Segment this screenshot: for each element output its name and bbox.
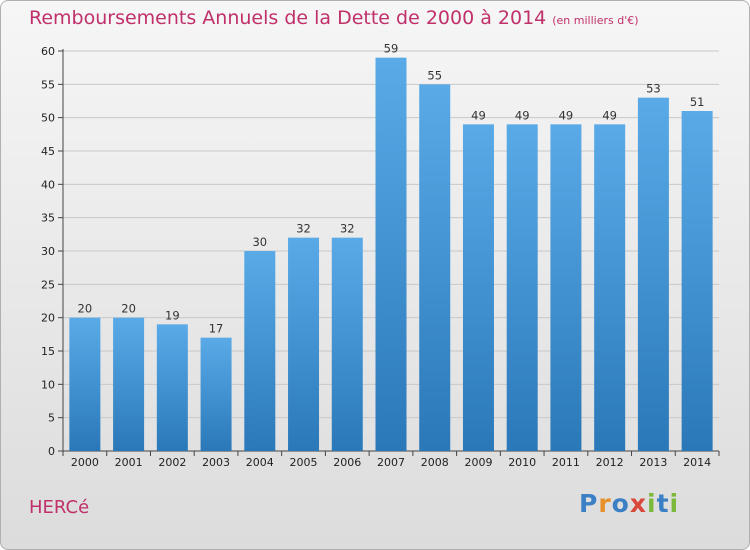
y-tick-label-20: 20 — [41, 312, 55, 325]
data-label-2003: 17 — [209, 322, 224, 336]
x-tick-label-2013: 2013 — [639, 456, 667, 469]
x-tick-label-2001: 2001 — [115, 456, 143, 469]
y-tick-label-50: 50 — [41, 112, 55, 125]
bar-2000 — [69, 317, 101, 451]
logo-letter-2: o — [611, 489, 630, 518]
commune-name: HERCé — [29, 497, 90, 518]
data-label-2004: 30 — [252, 235, 267, 249]
x-tick-label-2012: 2012 — [596, 456, 624, 469]
data-label-2012: 49 — [602, 108, 617, 122]
y-tick-label-30: 30 — [41, 245, 55, 258]
x-tick-label-2011: 2011 — [552, 456, 580, 469]
axes: 0 5 10 15 20 25 30 35 40 45 50 55 60 2000 2001 2002 2003… — [41, 45, 720, 469]
x-tick-label-2008: 2008 — [421, 456, 449, 469]
bar-2010 — [506, 124, 538, 451]
title-text: Remboursements Annuels de la Dette de 20… — [29, 7, 547, 29]
data-label-2009: 49 — [471, 108, 486, 122]
logo-letter-4: i — [647, 489, 657, 518]
bar-2008 — [419, 84, 451, 451]
x-tick-label-2014: 2014 — [683, 456, 711, 469]
x-tick-label-2010: 2010 — [508, 456, 536, 469]
bars — [69, 57, 713, 452]
bar-2004 — [244, 251, 276, 451]
data-label-2014: 51 — [690, 95, 705, 109]
y-tick-label-10: 10 — [41, 378, 55, 391]
y-tick-label-0: 0 — [48, 445, 55, 458]
y-tick-label-55: 55 — [41, 78, 55, 91]
data-label-2008: 55 — [427, 68, 442, 82]
logo-letter-5: t — [656, 489, 670, 518]
bar-2006 — [331, 237, 363, 451]
x-tick-label-2007: 2007 — [377, 456, 405, 469]
data-label-2006: 32 — [340, 222, 355, 236]
x-tick-label-2009: 2009 — [464, 456, 492, 469]
x-tick-label-2003: 2003 — [202, 456, 230, 469]
x-tick-label-2004: 2004 — [246, 456, 274, 469]
data-label-2000: 20 — [78, 302, 93, 316]
proxiti-logo: Proxiti — [579, 489, 679, 518]
bar-2012 — [594, 124, 626, 451]
bar-2001 — [113, 317, 145, 451]
logo-letter-1: r — [598, 489, 612, 518]
title-unit: (en milliers d'€) — [552, 14, 639, 27]
x-tick-label-2002: 2002 — [158, 456, 186, 469]
logo-letter-6: i — [669, 489, 680, 518]
y-tick-label-15: 15 — [41, 345, 55, 358]
x-tick-label-2000: 2000 — [71, 456, 99, 469]
y-tick-label-35: 35 — [41, 212, 55, 225]
data-label-2010: 49 — [515, 108, 530, 122]
data-label-2013: 53 — [646, 82, 661, 96]
y-tick-label-40: 40 — [41, 178, 55, 191]
data-label-2002: 19 — [165, 308, 180, 322]
bar-2003 — [200, 337, 232, 451]
x-tick-label-2005: 2005 — [290, 456, 318, 469]
data-label-2001: 20 — [121, 302, 136, 316]
logo-letter-3: x — [629, 489, 647, 518]
x-tick-label-2006: 2006 — [333, 456, 361, 469]
y-tick-label-45: 45 — [41, 145, 55, 158]
bar-2007 — [375, 57, 407, 452]
bar-2011 — [550, 124, 582, 451]
y-tick-label-5: 5 — [48, 412, 55, 425]
data-label-2007: 59 — [384, 42, 399, 56]
bar-2013 — [637, 97, 669, 452]
bar-2009 — [462, 124, 494, 451]
y-tick-label-25: 25 — [41, 278, 55, 291]
y-tick-label-60: 60 — [41, 45, 55, 58]
data-labels: 20 20 19 17 30 32 32 59 55 49 49 49 49 53 51 — [78, 42, 705, 336]
bar-2014 — [681, 111, 713, 451]
bar-2005 — [288, 237, 320, 451]
chart-title: Remboursements Annuels de la Dette de 20… — [29, 7, 639, 29]
data-label-2011: 49 — [559, 108, 574, 122]
data-label-2005: 32 — [296, 222, 311, 236]
logo-letter-0: P — [579, 489, 599, 518]
bar-2002 — [156, 324, 188, 451]
